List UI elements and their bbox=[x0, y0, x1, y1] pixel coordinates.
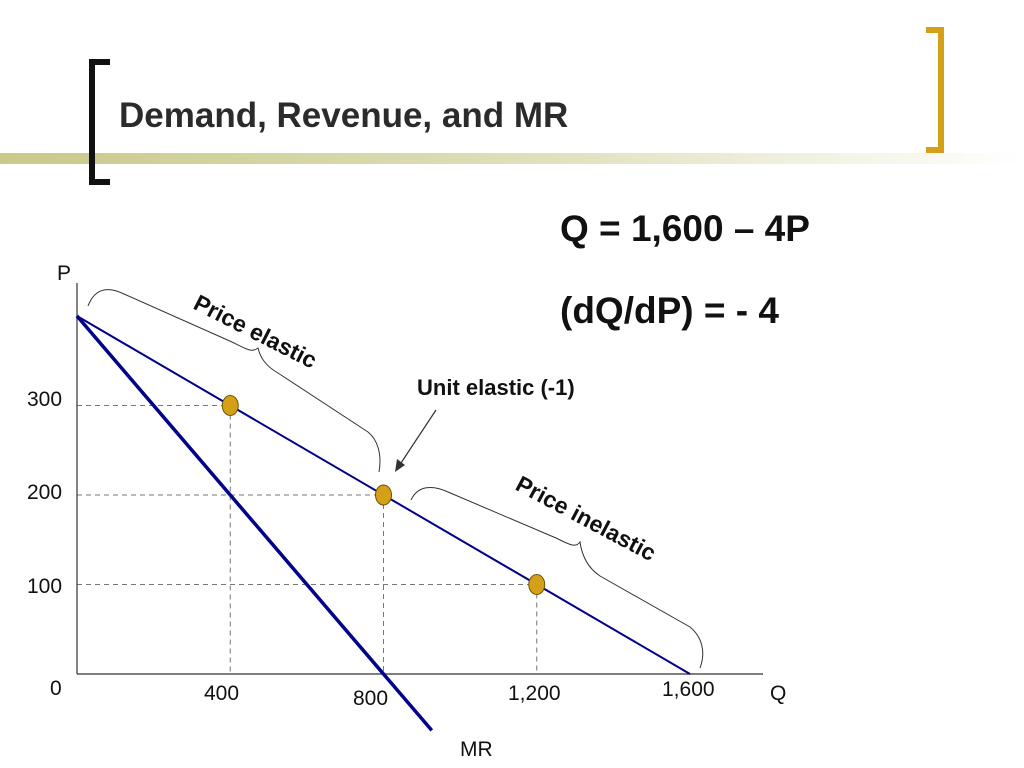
demand-equation: Q = 1,600 – 4P bbox=[560, 208, 810, 249]
right-bracket bbox=[926, 27, 944, 153]
demand-point-marker-1 bbox=[375, 484, 392, 506]
slope-equation: (dQ/dP) = - 4 bbox=[560, 290, 779, 331]
slide-title: Demand, Revenue, and MR bbox=[119, 96, 569, 135]
unit-elastic-arrow-head bbox=[395, 459, 405, 472]
price-inelastic-brace bbox=[410, 487, 704, 669]
unit-elastic-label: Unit elastic (-1) bbox=[417, 375, 575, 400]
y-tick-label-100: 100 bbox=[27, 575, 62, 598]
title-underline-bar bbox=[0, 153, 1024, 164]
x-tick-label-400: 400 bbox=[204, 682, 239, 705]
x-tick-label-1600: 1,600 bbox=[662, 678, 715, 701]
guide-lines bbox=[77, 405, 538, 674]
unit-elastic-arrow bbox=[398, 409, 437, 467]
demand-point-marker-0 bbox=[221, 395, 239, 416]
y-tick-label-300: 300 bbox=[27, 388, 62, 411]
y-axis-label: P bbox=[57, 262, 71, 285]
x-tick-label-800: 800 bbox=[353, 687, 388, 710]
price-inelastic-label: Price inelastic bbox=[512, 470, 661, 566]
price-elastic-label: Price elastic bbox=[190, 289, 322, 373]
origin-label: 0 bbox=[50, 677, 62, 700]
mr-curve bbox=[75, 314, 434, 732]
slide-decoration bbox=[0, 27, 1024, 185]
price-elastic-brace bbox=[87, 289, 381, 473]
mr-series-label: MR bbox=[460, 738, 493, 761]
y-tick-label-200: 200 bbox=[27, 481, 62, 504]
demand-point-marker-2 bbox=[528, 574, 546, 595]
x-axis-label: Q bbox=[770, 682, 786, 705]
left-bracket bbox=[89, 59, 110, 185]
marker-layer bbox=[221, 395, 546, 595]
x-tick-label-1200: 1,200 bbox=[508, 682, 561, 705]
